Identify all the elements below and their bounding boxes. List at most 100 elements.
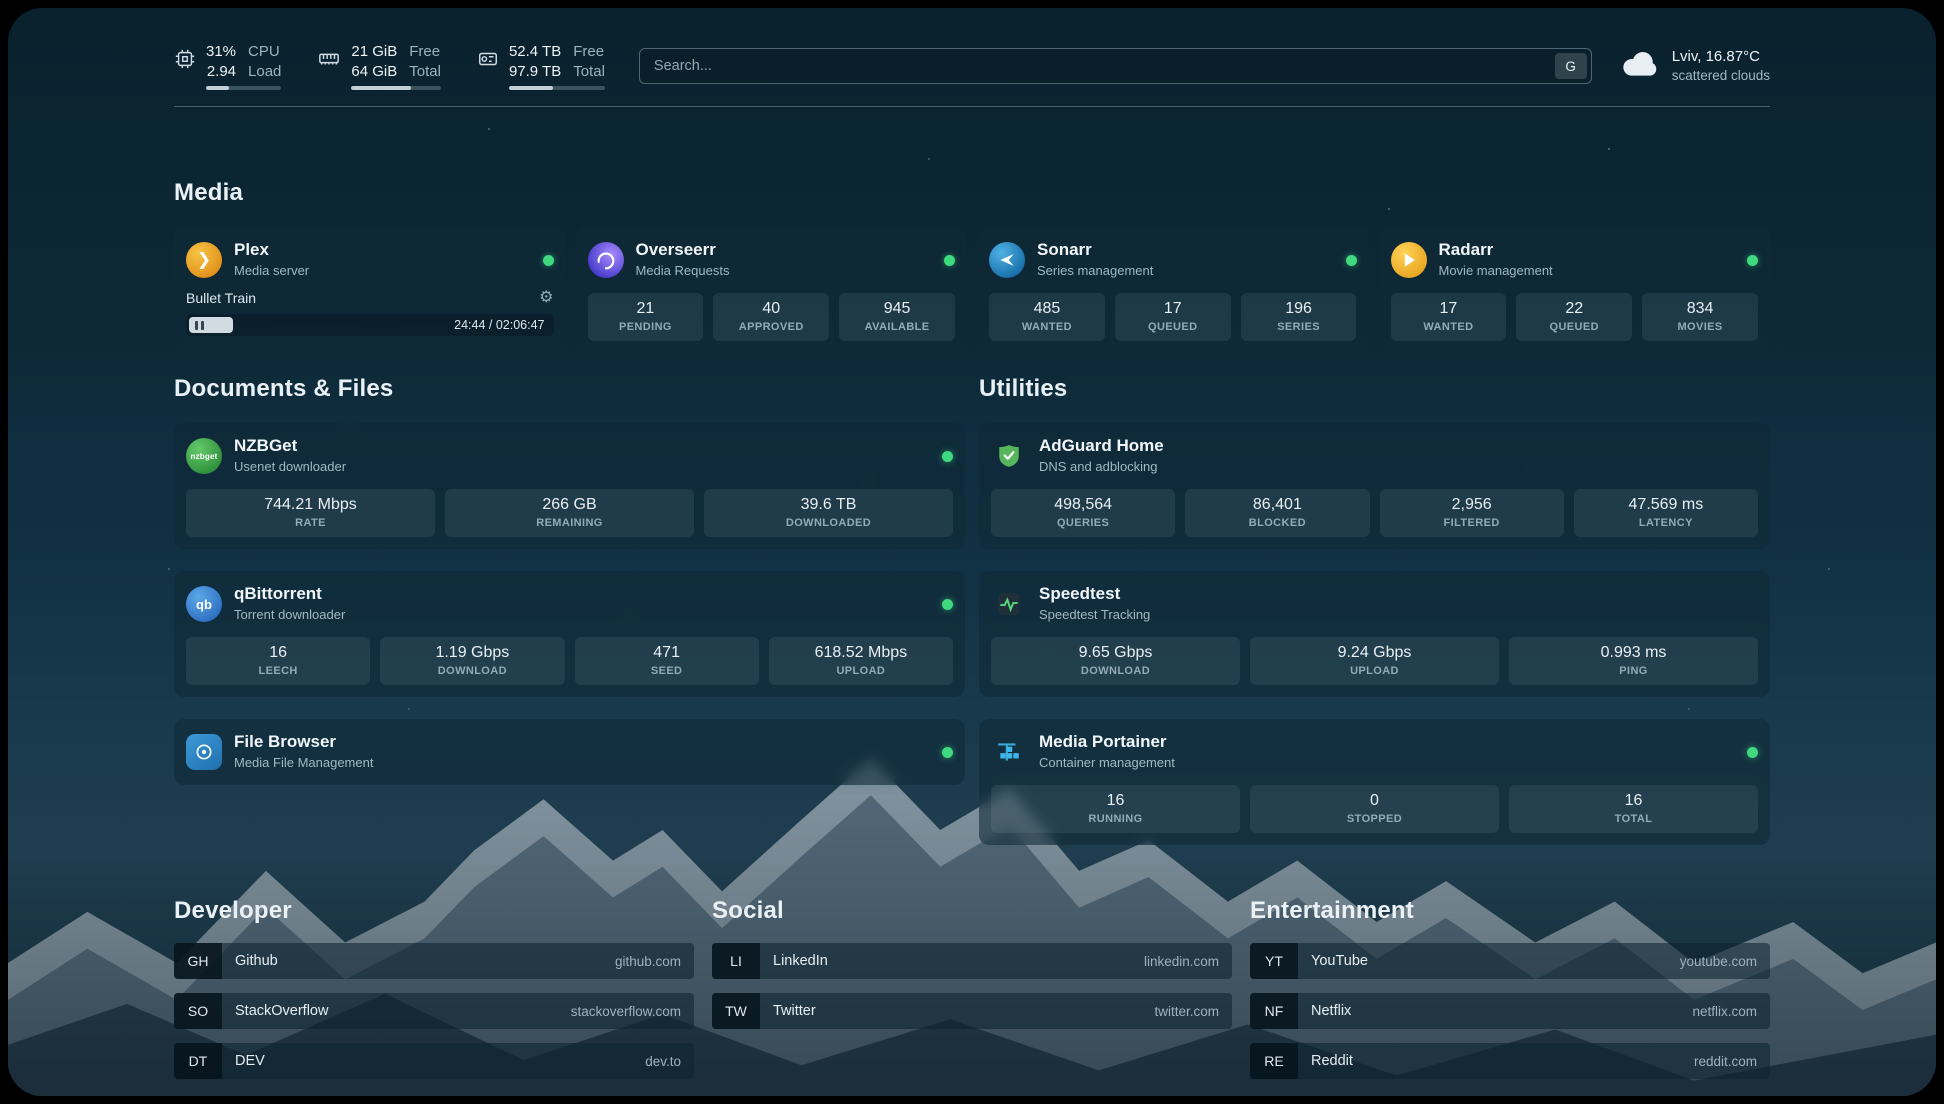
service-subtitle: Torrent downloader: [234, 607, 346, 622]
stat-box: 16 TOTAL: [1509, 785, 1758, 833]
bookmark-linkedin[interactable]: LI LinkedIn linkedin.com: [712, 943, 1232, 979]
stat-box: 266 GB REMAINING: [445, 489, 694, 537]
service-link-plex[interactable]: ❯ Plex Media server: [186, 239, 554, 281]
service-name: File Browser: [234, 732, 337, 751]
status-indicator: [1747, 746, 1758, 758]
bookmark-name: Twitter: [773, 1003, 816, 1019]
service-card-filebrowser: File Browser Media File Management: [174, 719, 965, 785]
service-name: Radarr: [1438, 240, 1494, 259]
bookmark-dev[interactable]: DT DEV dev.to: [174, 1043, 694, 1079]
service-link-speedtest[interactable]: Speedtest Speedtest Tracking: [991, 583, 1758, 625]
service-card-sonarr: Sonarr Series management 485 WANTED 17 Q…: [977, 227, 1369, 353]
service-link-radarr[interactable]: Radarr Movie management: [1390, 239, 1758, 281]
memory-free-label: Free: [409, 43, 441, 60]
filebrowser-icon: [186, 734, 222, 770]
service-link-nzbget[interactable]: nzbget NZBGet Usenet downloader: [186, 435, 953, 477]
bookmark-abbr: LI: [712, 943, 760, 979]
bookmark-abbr: GH: [174, 943, 222, 979]
playback-time: 24:44 / 02:06:47: [454, 318, 545, 332]
search-provider-button[interactable]: G: [1554, 53, 1587, 79]
bookmark-name: Reddit: [1311, 1053, 1353, 1069]
stat-box: 618.52 Mbps UPLOAD: [768, 637, 953, 685]
bookmark-twitter[interactable]: TW Twitter twitter.com: [712, 993, 1232, 1029]
pause-button[interactable]: [189, 317, 234, 333]
service-card-plex: ❯ Plex Media server Bullet Train ⚙: [174, 227, 566, 353]
bookmark-github[interactable]: GH Github github.com: [174, 943, 694, 979]
service-name: Speedtest: [1039, 584, 1121, 603]
status-indicator: [942, 598, 953, 610]
bookmark-name: Github: [235, 953, 278, 969]
memory-free-value: 21 GiB: [351, 43, 398, 60]
stat-box: 744.21 Mbps RATE: [186, 489, 435, 537]
bookmark-reddit[interactable]: RE Reddit reddit.com: [1250, 1043, 1770, 1079]
bookmark-url: linkedin.com: [1143, 953, 1219, 969]
service-link-portainer[interactable]: Media Portainer Container management: [991, 731, 1758, 773]
resource-widgets: 31% 2.94 CPU Load: [174, 42, 605, 90]
stat-box: 1.19 Gbps DOWNLOAD: [380, 637, 565, 685]
plex-icon: ❯: [186, 242, 222, 278]
section-title-documents: Documents & Files: [174, 375, 394, 402]
service-link-overseerr[interactable]: Overseerr Media Requests: [587, 239, 955, 281]
cpu-icon: [174, 48, 196, 70]
topbar-divider: [174, 106, 1770, 107]
bookmark-stackoverflow[interactable]: SO StackOverflow stackoverflow.com: [174, 993, 694, 1029]
service-link-filebrowser[interactable]: File Browser Media File Management: [186, 731, 953, 773]
stat-box: 485 WANTED: [989, 293, 1105, 341]
portainer-icon: [991, 734, 1027, 770]
bookmark-abbr: NF: [1250, 993, 1298, 1029]
radarr-icon: [1390, 242, 1427, 278]
playback-progress-bar[interactable]: 24:44 / 02:06:47: [186, 314, 554, 336]
status-indicator: [942, 450, 953, 462]
search-input[interactable]: [638, 48, 1592, 84]
service-card-overseerr: Overseerr Media Requests 21 PENDING 40 A…: [575, 227, 967, 353]
bookmark-youtube[interactable]: YT YouTube youtube.com: [1250, 943, 1770, 979]
search-bar: G: [638, 48, 1592, 84]
adguard-icon: [991, 438, 1027, 474]
bookmark-url: dev.to: [645, 1053, 681, 1069]
disk-total-label: Total: [573, 62, 605, 80]
memory-total-value: 64 GiB: [351, 62, 398, 80]
memory-icon: [317, 48, 341, 70]
bookmark-name: YouTube: [1311, 953, 1368, 969]
stat-box: 21 PENDING: [587, 293, 704, 341]
bookmark-abbr: SO: [174, 993, 222, 1029]
top-bar: 31% 2.94 CPU Load: [174, 8, 1770, 90]
stat-box: 196 SERIES: [1240, 293, 1357, 341]
service-subtitle: Speedtest Tracking: [1039, 607, 1151, 622]
service-name: Overseerr: [635, 240, 716, 259]
nzbget-icon: nzbget: [186, 438, 222, 474]
service-link-qbittorrent[interactable]: qb qBittorrent Torrent downloader: [186, 583, 953, 625]
service-subtitle: DNS and adblocking: [1039, 459, 1158, 474]
stat-box: 86,401 BLOCKED: [1185, 489, 1370, 537]
bookmark-group-developer: Developer GH Github github.com SO StackO…: [174, 897, 694, 1079]
service-card-radarr: Radarr Movie management 17 WANTED 22 QUE…: [1378, 227, 1770, 353]
cpu-load-label: Load: [248, 62, 282, 80]
background-tint: [8, 8, 1936, 1096]
service-subtitle: Usenet downloader: [234, 459, 347, 474]
service-subtitle: Media File Management: [234, 755, 374, 770]
qbittorrent-icon: qb: [186, 586, 222, 622]
bookmark-netflix[interactable]: NF Netflix netflix.com: [1250, 993, 1770, 1029]
service-name: Media Portainer: [1039, 732, 1167, 751]
stat-box: 16 RUNNING: [991, 785, 1240, 833]
service-name: Sonarr: [1037, 240, 1092, 259]
service-link-sonarr[interactable]: Sonarr Series management: [989, 239, 1357, 281]
service-link-adguard[interactable]: AdGuard Home DNS and adblocking: [991, 435, 1758, 477]
weather-widget: Lviv, 16.87°C scattered clouds: [1620, 47, 1770, 85]
section-title-social: Social: [712, 897, 784, 924]
cpu-widget: 31% 2.94 CPU Load: [174, 42, 282, 90]
service-name: Plex: [234, 240, 269, 259]
service-name: qBittorrent: [234, 584, 322, 603]
weather-location: Lviv, 16.87°C: [1671, 47, 1760, 65]
status-indicator: [1345, 254, 1357, 266]
disk-progress-bar: [508, 86, 605, 90]
disk-free-label: Free: [573, 43, 605, 60]
service-card-nzbget: nzbget NZBGet Usenet downloader 744.21 M…: [174, 423, 965, 549]
gear-icon[interactable]: ⚙: [539, 289, 554, 306]
stat-box: 9.65 Gbps DOWNLOAD: [991, 637, 1240, 685]
stat-box: 0 STOPPED: [1250, 785, 1499, 833]
stat-box: 0.993 ms PING: [1509, 637, 1758, 685]
stat-box: 16 LEECH: [186, 637, 371, 685]
status-indicator: [542, 254, 554, 266]
service-subtitle: Container management: [1039, 755, 1175, 770]
